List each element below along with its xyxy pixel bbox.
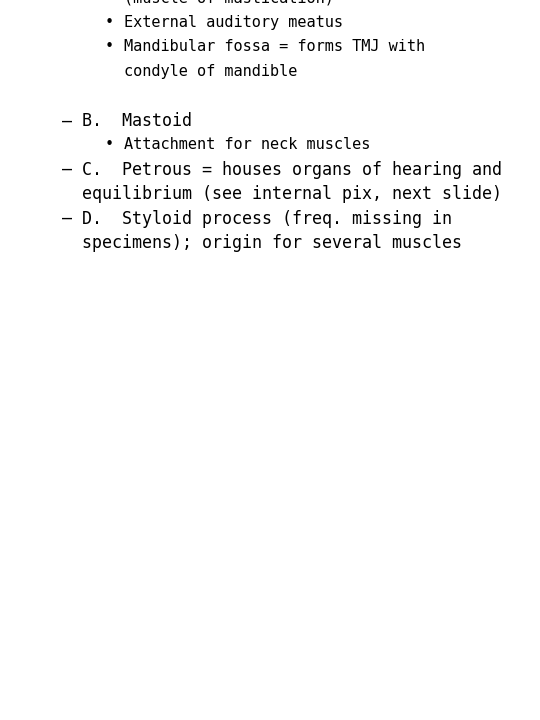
Text: Mandibular fossa = forms TMJ with: Mandibular fossa = forms TMJ with: [124, 40, 425, 55]
Text: –: –: [63, 112, 72, 130]
Text: condyle of mandible: condyle of mandible: [124, 64, 297, 78]
Text: equilibrium (see internal pix, next slide): equilibrium (see internal pix, next slid…: [82, 185, 502, 203]
Text: D.  Styloid process (freq. missing in: D. Styloid process (freq. missing in: [82, 210, 452, 228]
Text: –: –: [63, 210, 72, 228]
Text: •: •: [104, 137, 113, 152]
Text: –: –: [63, 161, 72, 179]
Text: Attachment for neck muscles: Attachment for neck muscles: [124, 137, 370, 152]
Text: •: •: [104, 40, 113, 55]
Text: External auditory meatus: External auditory meatus: [124, 15, 342, 30]
Text: (muscle of mastication): (muscle of mastication): [124, 0, 334, 6]
Text: specimens); origin for several muscles: specimens); origin for several muscles: [82, 234, 462, 252]
Text: •: •: [104, 15, 113, 30]
Text: B.  Mastoid: B. Mastoid: [82, 112, 192, 130]
Text: C.  Petrous = houses organs of hearing and: C. Petrous = houses organs of hearing an…: [82, 161, 502, 179]
